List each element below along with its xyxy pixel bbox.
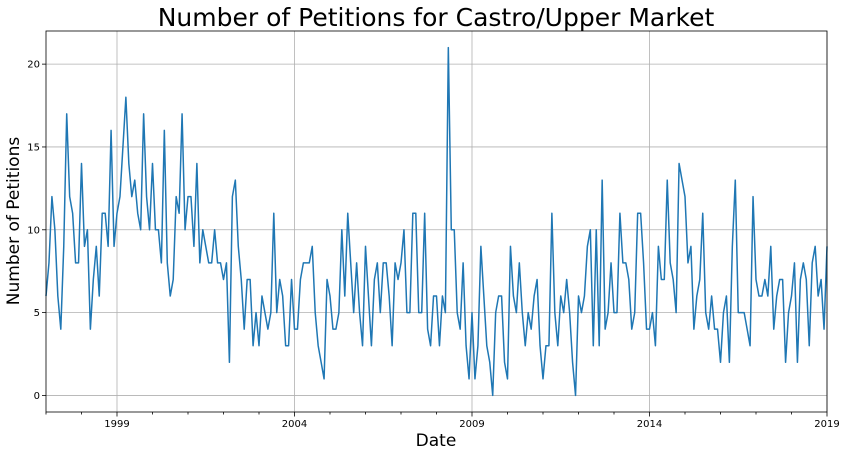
x-axis-label: Date [416, 431, 457, 451]
x-tick-label: 2019 [814, 419, 839, 430]
axis-ticks: 0 5 10 15 20 1999 2004 2009 2014 2019 [27, 60, 839, 430]
series-line [45, 46, 828, 397]
y-tick-label: 15 [27, 142, 40, 153]
chart-title: Number of Petitions for Castro/Upper Mar… [158, 3, 715, 32]
x-tick-label: 1999 [104, 419, 129, 430]
y-tick-label: 5 [34, 308, 40, 319]
y-tick-label: 0 [34, 391, 40, 402]
plot-frame [45, 30, 828, 413]
x-tick-label: 2014 [637, 419, 662, 430]
x-tick-label: 2004 [282, 419, 307, 430]
y-axis-label: Number of Petitions [4, 137, 24, 306]
x-tick-label: 2009 [459, 419, 484, 430]
grid-lines [46, 31, 828, 412]
y-tick-label: 10 [27, 225, 40, 236]
y-tick-label: 20 [27, 60, 40, 71]
